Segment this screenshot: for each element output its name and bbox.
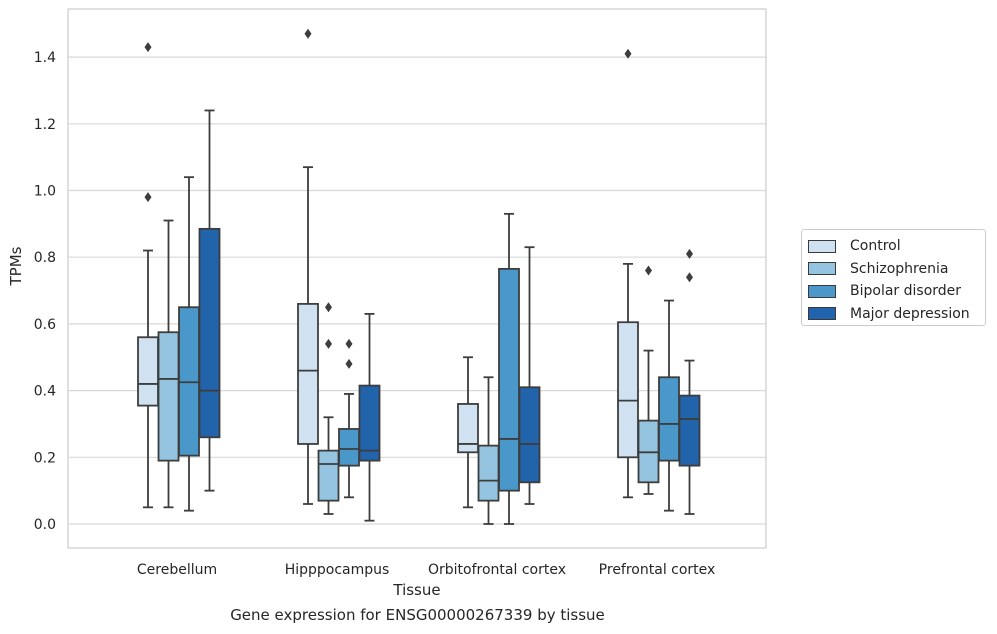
box-iqr xyxy=(518,386,541,484)
legend-item: Major depression xyxy=(808,304,970,324)
box-3-0 xyxy=(617,48,639,499)
box-iqr xyxy=(317,449,340,502)
outlier-point xyxy=(686,248,693,259)
box-iqr xyxy=(137,336,159,407)
outlier-point xyxy=(345,358,353,369)
x-axis-ticks: Cerebellum Hipppocampus Orbitofrontal cort… xyxy=(137,562,715,578)
y-tick-label: 0.8 xyxy=(34,250,56,266)
x-axis-title: Tissue xyxy=(392,581,440,599)
y-tick-label: 1.2 xyxy=(34,117,56,133)
y-axis-ticks: 0.0 0.2 0.4 0.6 0.8 1.0 1.2 1.4 xyxy=(34,50,56,533)
box-iqr xyxy=(358,384,381,462)
x-tick-label: Prefrontal cortex xyxy=(599,562,716,578)
legend-swatch xyxy=(808,262,836,275)
legend-item: Control xyxy=(808,236,901,256)
y-tick-label: 0.0 xyxy=(34,517,56,533)
box-iqr xyxy=(198,227,221,439)
x-tick-label: Hipppocampus xyxy=(285,562,390,578)
outlier-point xyxy=(345,338,353,349)
box-1-0 xyxy=(297,28,319,505)
legend-item: Schizophrenia xyxy=(808,259,948,279)
box-1-2 xyxy=(338,338,360,499)
legend-label: Bipolar disorder xyxy=(850,283,962,299)
outlier-point xyxy=(304,28,312,39)
box-iqr xyxy=(457,403,479,454)
legend-label: Major depression xyxy=(850,305,970,322)
box-3-2 xyxy=(658,299,680,512)
outlier-point xyxy=(686,272,693,283)
box-0-0 xyxy=(137,42,159,509)
box-2-0 xyxy=(457,356,479,509)
outlier-point xyxy=(325,302,332,313)
y-tick-label: 0.4 xyxy=(34,384,56,400)
box-0-1 xyxy=(157,219,180,509)
box-iqr xyxy=(297,302,319,445)
box-3-3 xyxy=(678,248,701,515)
legend-swatch xyxy=(808,284,836,298)
legend-item: Bipolar disorder xyxy=(808,281,961,301)
outlier-point xyxy=(144,192,152,203)
box-iqr xyxy=(498,267,520,492)
y-tick-label: 0.2 xyxy=(34,450,56,466)
x-tick-label: Cerebellum xyxy=(137,562,217,578)
box-1-3 xyxy=(358,312,381,522)
y-axis-title: TPMs xyxy=(7,246,25,286)
y-tick-label: 1.0 xyxy=(34,184,56,200)
outlier-point xyxy=(645,265,652,276)
box-2-1 xyxy=(477,376,500,525)
y-tick-label: 1.4 xyxy=(34,50,56,66)
box-iqr xyxy=(338,428,360,467)
box-iqr xyxy=(658,376,680,462)
x-tick-label: Orbitofrontal cortex xyxy=(428,562,566,578)
legend-swatch xyxy=(808,307,836,320)
box-iqr xyxy=(157,331,180,462)
box-3-1 xyxy=(637,265,660,495)
box-1-1 xyxy=(317,302,340,515)
legend-label: Schizophrenia xyxy=(850,260,949,277)
boxes xyxy=(137,28,701,525)
box-0-3 xyxy=(198,109,221,492)
box-iqr xyxy=(617,321,639,459)
outlier-point xyxy=(144,42,152,53)
figure-caption: Gene expression for ENSG00000267339 by t… xyxy=(230,606,605,624)
outlier-point xyxy=(325,338,332,349)
box-2-2 xyxy=(498,212,520,525)
legend: Control Schizophrenia Bipolar disorder Majo… xyxy=(801,229,986,326)
outlier-point xyxy=(624,48,632,59)
box-0-2 xyxy=(178,176,200,512)
legend-swatch xyxy=(808,239,836,253)
box-iqr xyxy=(477,444,500,502)
box-iqr xyxy=(678,394,701,467)
y-tick-label: 0.6 xyxy=(34,317,56,333)
box-2-3 xyxy=(518,246,541,505)
plot-area-frame xyxy=(67,8,767,549)
legend-label: Control xyxy=(850,238,901,254)
